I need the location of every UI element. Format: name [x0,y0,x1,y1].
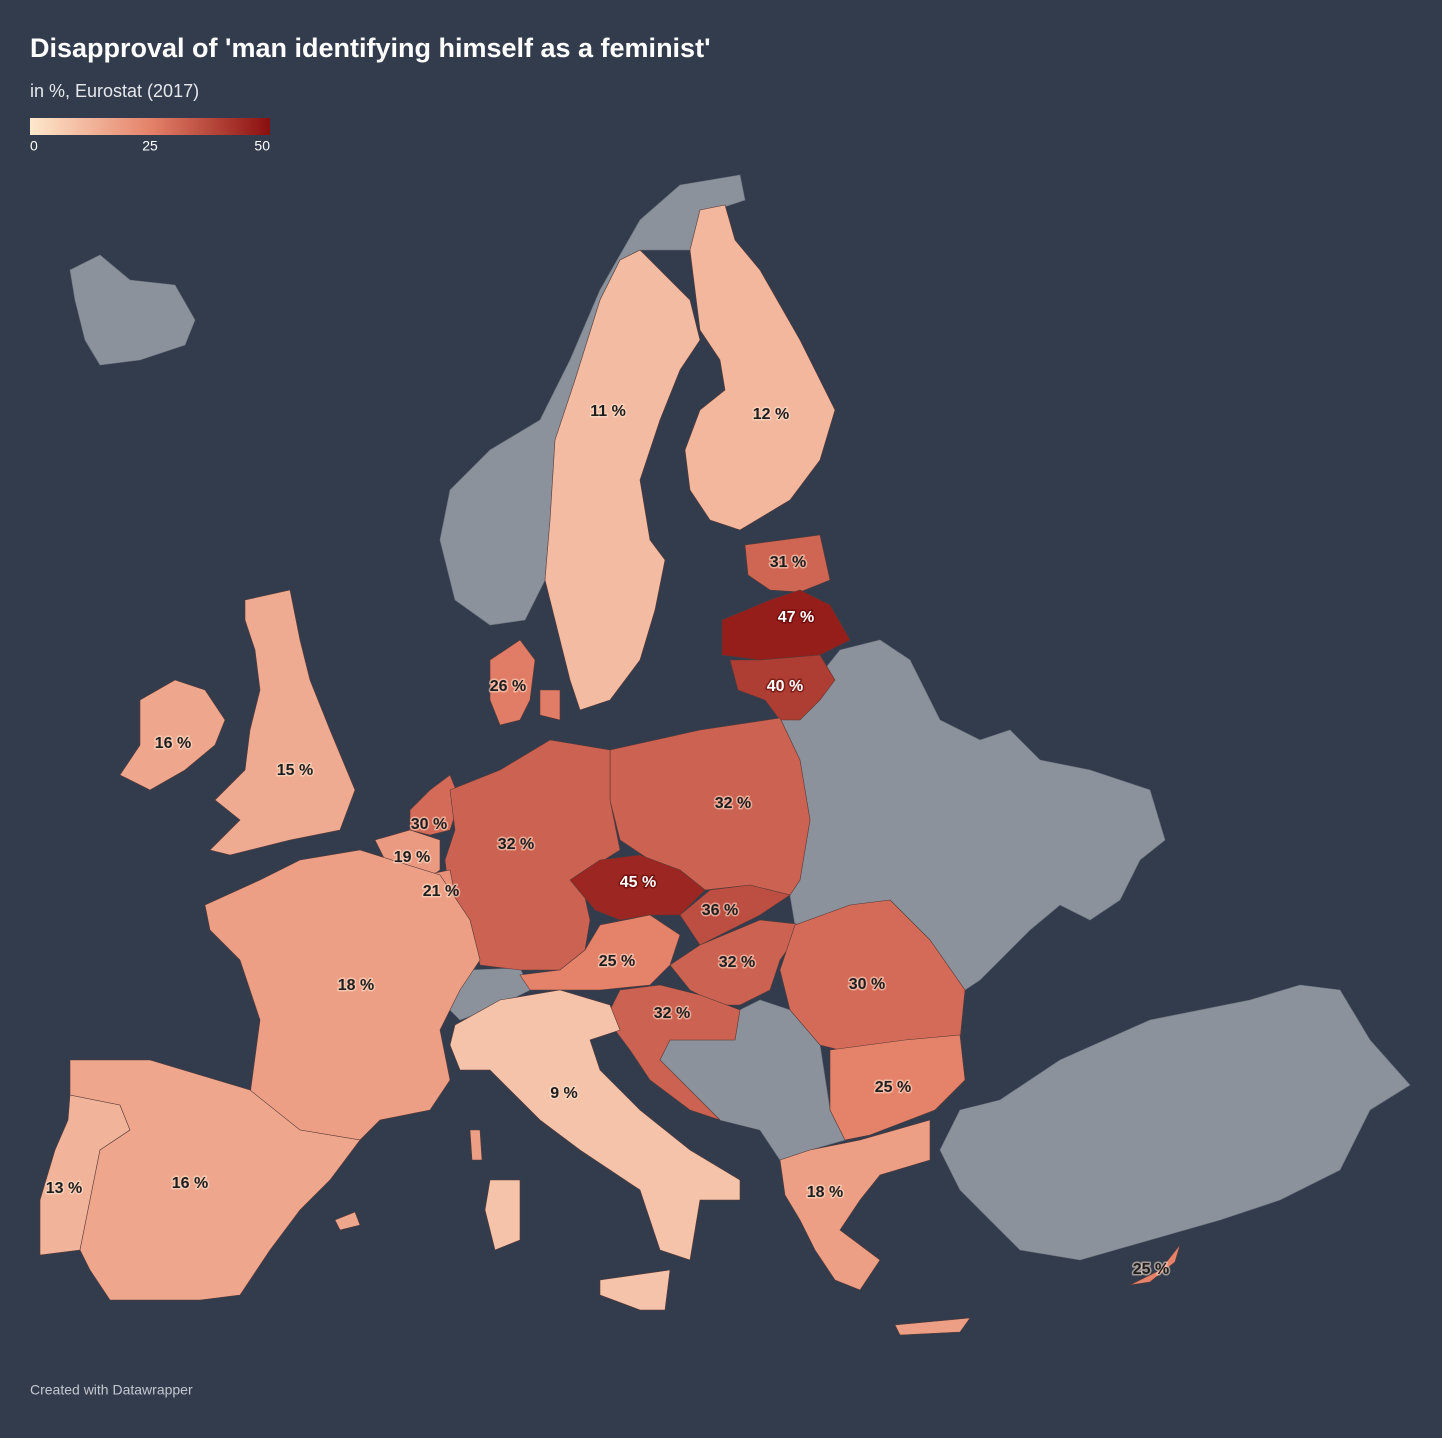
norway [439,174,746,626]
region-label: 16 % [155,735,191,752]
region-label: 30 % [849,976,885,993]
region-label: 25 % [875,1079,911,1096]
region-label: 32 % [498,836,534,853]
region-label: 31 % [770,554,806,571]
region-label: 15 % [277,762,313,779]
region [829,1034,966,1141]
region-label: 19 % [394,849,430,866]
region [544,249,701,711]
region-label: 18 % [807,1184,843,1201]
chart-title: Disapproval of 'man identifying himself … [30,33,710,63]
region [119,679,226,791]
region-label: 47 % [778,609,814,626]
region-label: 13 % [46,1180,82,1197]
region-label: 25 % [599,953,635,970]
region [1129,1244,1181,1286]
region-label: 16 % [172,1175,208,1192]
source-note: Created with Datawrapper [30,1382,193,1398]
eastern-europe [779,639,1166,991]
region [779,1119,971,1336]
region [209,589,356,856]
region-label: 40 % [767,678,803,695]
region [519,914,681,991]
region [449,989,741,1311]
turkey [939,984,1411,1261]
color-legend [30,118,270,135]
chart-subtitle: in %, Eurostat (2017) [30,81,199,101]
region-label: 25 % [1133,1261,1169,1278]
legend-tick-label: 0 [30,138,38,154]
region-label: 11 % [590,403,626,420]
region [69,1059,361,1301]
region [489,639,561,726]
region [721,589,851,661]
no-data-countries [69,174,1411,1261]
region-label: 36 % [702,902,738,919]
region-label: 9 % [550,1085,578,1102]
region-label: 30 % [411,816,447,833]
region-label: 32 % [719,954,755,971]
iceland [69,254,196,366]
region [204,849,483,1161]
region [729,654,836,721]
legend-ticks: 0 25 50 [30,138,270,154]
legend-tick-label: 50 [254,138,270,154]
region-label: 26 % [490,678,526,695]
region [684,204,836,531]
region-label: 21 % [423,883,459,900]
region-label: 32 % [654,1005,690,1022]
regions [39,204,1181,1336]
region-label: 18 % [338,977,374,994]
legend-tick-label: 25 [142,138,158,154]
region [609,984,741,1121]
region-label: 32 % [715,795,751,812]
region-label: 12 % [753,406,789,423]
region-labels: 11 % 12 % 31 % 47 % 40 % 26 % 16 % 15 % 32 % 30 %… [44,402,1170,1280]
region-label: 45 % [620,874,656,891]
region [569,854,706,921]
